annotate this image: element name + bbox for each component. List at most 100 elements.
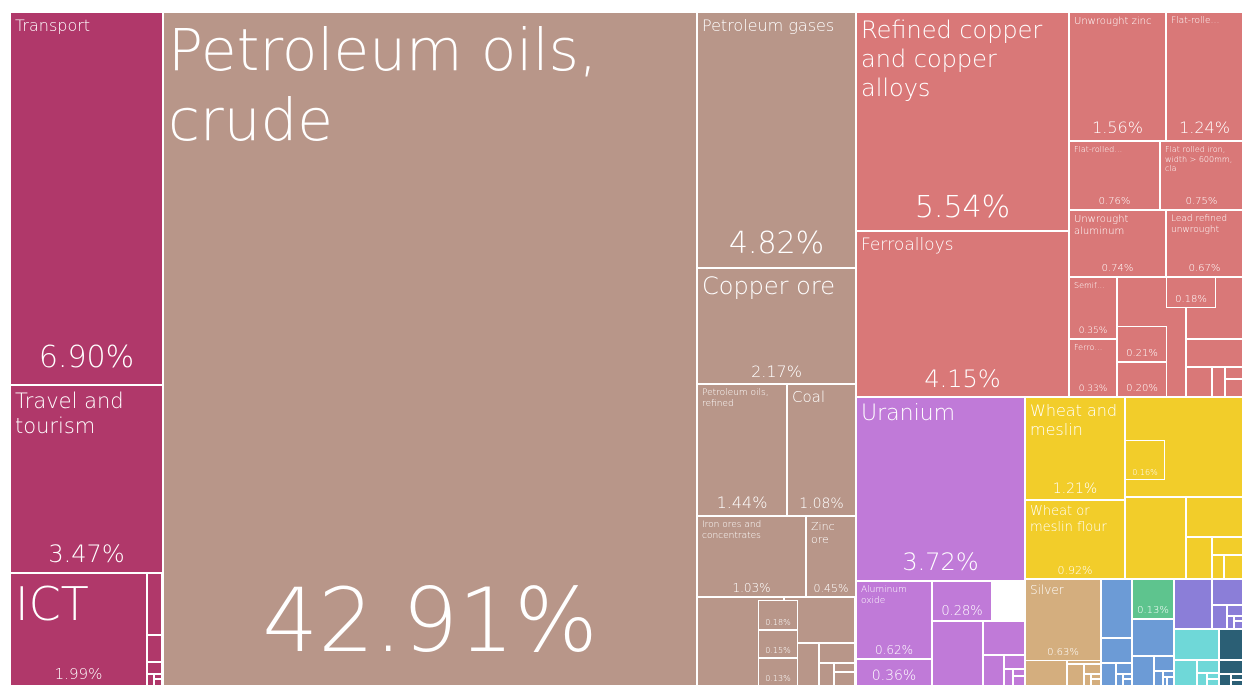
minor-tile bbox=[1234, 621, 1243, 629]
minor-tile bbox=[154, 674, 162, 679]
tile: Petroleum oils, crude 42.91% bbox=[163, 12, 697, 686]
tile-label: Zinc ore bbox=[811, 520, 835, 547]
minor-tile bbox=[1084, 674, 1091, 686]
minor-tile bbox=[983, 621, 1025, 655]
tile: 0.20% bbox=[1117, 362, 1167, 397]
minor-tile bbox=[1225, 367, 1243, 379]
value-label: 4.82% bbox=[728, 226, 825, 262]
tile: 0.15% bbox=[758, 630, 798, 658]
value-label: 6.90% bbox=[38, 339, 135, 375]
tile-label: Flat-rolle… bbox=[1171, 16, 1220, 26]
value-label: 0.74% bbox=[1101, 263, 1134, 274]
minor-tile bbox=[1125, 497, 1186, 579]
minor-tile bbox=[819, 663, 834, 686]
minor-tile bbox=[1101, 663, 1116, 686]
tile-label: Lead refined unwrought bbox=[1171, 214, 1228, 235]
minor-tile bbox=[1067, 664, 1084, 686]
value-label: 0.75% bbox=[1185, 195, 1218, 207]
tile-label: Unwrought aluminum bbox=[1074, 214, 1129, 237]
minor-tile bbox=[1212, 367, 1225, 397]
tile-label: Travel and tourism bbox=[15, 389, 124, 439]
tile: Flat-rolled… 0.76% bbox=[1069, 141, 1160, 210]
value-label: 2.17% bbox=[751, 361, 802, 381]
minor-tile bbox=[1174, 579, 1212, 629]
minor-tile bbox=[1004, 655, 1025, 669]
value-label: 0.28% bbox=[941, 604, 983, 619]
tile-label: ICT bbox=[15, 577, 89, 631]
tile: Ferro… 0.33% bbox=[1069, 339, 1117, 397]
tile-label: Wheat or meslin flour bbox=[1030, 504, 1107, 535]
value-label: 0.33% bbox=[1078, 384, 1108, 394]
tile-label: Iron ores and concentrates bbox=[702, 520, 762, 541]
tile-label: Coal bbox=[792, 388, 826, 406]
tile: Flat rolled iron, width > 600mm, cla 0.75… bbox=[1160, 141, 1243, 210]
tile: Aluminum oxide 0.62% bbox=[856, 581, 932, 659]
tile-label: Uranium bbox=[861, 401, 956, 426]
minor-tile bbox=[1174, 629, 1219, 660]
value-label: 0.18% bbox=[1175, 294, 1207, 305]
tile: Petroleum oils, refined 1.44% bbox=[697, 384, 787, 516]
minor-tile bbox=[1013, 676, 1025, 686]
minor-tile bbox=[1212, 605, 1227, 629]
value-label: 0.62% bbox=[874, 642, 914, 657]
minor-tile bbox=[983, 655, 1004, 686]
minor-tile bbox=[1227, 605, 1243, 616]
tile-label: Petroleum gases bbox=[702, 16, 835, 35]
value-label: 0.20% bbox=[1126, 383, 1158, 394]
minor-tile bbox=[1224, 555, 1243, 579]
minor-tile bbox=[1207, 673, 1219, 679]
minor-tile bbox=[1091, 679, 1101, 686]
minor-tile bbox=[1163, 671, 1174, 677]
value-label: 0.15% bbox=[765, 646, 791, 655]
minor-tile bbox=[1101, 579, 1132, 638]
minor-tile bbox=[1225, 379, 1243, 397]
value-label: 42.91% bbox=[262, 568, 598, 672]
tile: Flat-rolle… 1.24% bbox=[1166, 12, 1243, 141]
tile-label: Refined copper and copper alloys bbox=[861, 16, 1043, 102]
minor-tile bbox=[1186, 497, 1243, 537]
value-label: 0.21% bbox=[1126, 348, 1158, 359]
minor-tile bbox=[1091, 674, 1101, 679]
minor-tile bbox=[1132, 619, 1174, 656]
minor-tile bbox=[147, 662, 162, 674]
value-label: 1.56% bbox=[1092, 118, 1143, 138]
minor-tile bbox=[1219, 629, 1243, 660]
minor-tile bbox=[834, 672, 855, 686]
tile: Unwrought aluminum 0.74% bbox=[1069, 210, 1166, 277]
tile: Petroleum gases 4.82% bbox=[697, 12, 856, 268]
tile-label: Copper ore bbox=[702, 272, 835, 300]
minor-tile bbox=[1197, 660, 1219, 673]
value-label: 1.24% bbox=[1179, 118, 1230, 138]
tile-label: Petroleum oils, crude bbox=[168, 16, 598, 154]
value-label: 0.76% bbox=[1098, 195, 1131, 207]
minor-tile bbox=[1186, 339, 1243, 367]
tile: Refined copper and copper alloys 5.54% bbox=[856, 12, 1069, 231]
tile: Wheat or meslin flour 0.92% bbox=[1025, 500, 1125, 579]
tile-label: Aluminum oxide bbox=[861, 585, 907, 606]
minor-tile bbox=[1207, 679, 1219, 686]
minor-tile bbox=[1084, 664, 1101, 674]
tile: 0.18% bbox=[758, 600, 798, 630]
minor-tile bbox=[1116, 674, 1123, 686]
minor-tile bbox=[1116, 663, 1132, 674]
value-label: 1.08% bbox=[799, 496, 844, 513]
minor-tile bbox=[1004, 669, 1013, 686]
minor-tile bbox=[1219, 660, 1243, 674]
tile-label: Transport bbox=[15, 16, 91, 35]
minor-tile bbox=[147, 674, 154, 686]
tile: 0.16% bbox=[1125, 440, 1165, 480]
tile: 0.13% bbox=[1132, 579, 1174, 619]
minor-tile bbox=[1101, 638, 1132, 663]
tile: 0.36% bbox=[856, 659, 932, 686]
minor-tile bbox=[1212, 537, 1243, 555]
tile: ICT 1.99% bbox=[10, 573, 147, 686]
tile: Coal 1.08% bbox=[787, 384, 856, 516]
value-label: 0.18% bbox=[765, 618, 791, 627]
value-label: 1.44% bbox=[716, 493, 768, 513]
tile: Iron ores and concentrates 1.03% bbox=[697, 516, 806, 597]
tile: Wheat and meslin 1.21% bbox=[1025, 397, 1125, 500]
tile-label: Ferroalloys bbox=[861, 235, 954, 255]
minor-tile bbox=[147, 635, 162, 662]
value-label: 0.35% bbox=[1078, 326, 1108, 336]
tile: 0.21% bbox=[1117, 326, 1167, 362]
